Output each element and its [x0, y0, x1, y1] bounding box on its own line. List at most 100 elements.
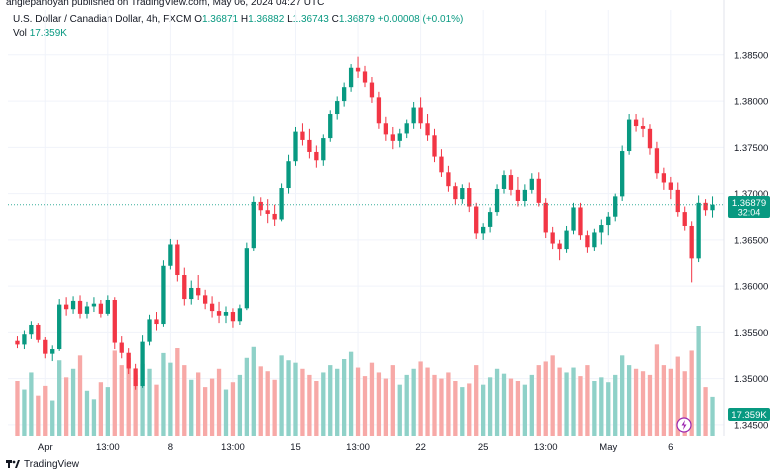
candle-body — [84, 306, 90, 314]
volume-bar — [362, 376, 368, 436]
volume-bar — [661, 365, 667, 436]
candle — [36, 323, 41, 343]
volume-bar — [154, 384, 159, 436]
candle-body — [501, 175, 507, 189]
candle-body — [43, 339, 48, 354]
candle — [216, 301, 222, 324]
volume-bar — [439, 378, 444, 436]
candle — [571, 202, 576, 235]
volume-bar — [328, 365, 333, 436]
volume-bar — [689, 350, 694, 436]
candle-body — [550, 232, 555, 244]
candle-body — [543, 202, 548, 233]
y-tick-label: 1.37500 — [734, 143, 768, 154]
volume-bar — [77, 355, 83, 436]
candle — [175, 239, 180, 282]
volume-bar — [418, 361, 423, 436]
candle-body — [710, 204, 715, 211]
candle — [592, 228, 597, 251]
candle — [487, 207, 493, 233]
volume-bar — [230, 382, 236, 436]
candle — [223, 306, 229, 324]
candle — [98, 299, 104, 318]
vol-label: Vol — [13, 28, 27, 39]
volume-bar — [189, 379, 194, 436]
volume-bar — [369, 362, 375, 436]
volume-bar — [29, 372, 34, 436]
candle-body — [57, 304, 62, 350]
volume-bar — [620, 355, 625, 436]
candle-body — [202, 295, 208, 304]
volume-bar — [675, 356, 680, 436]
candle-body — [279, 188, 284, 220]
volume-badge-value: 17.359K — [731, 410, 767, 421]
candle-body — [50, 349, 55, 354]
candle — [63, 297, 69, 316]
candle — [606, 212, 611, 236]
candle-body — [383, 123, 389, 135]
candle-body — [244, 248, 249, 309]
volume-bar — [209, 378, 215, 436]
volume-bar — [682, 371, 687, 436]
open-label: O — [194, 14, 202, 25]
volume-bar — [606, 382, 611, 436]
volume-bar — [571, 367, 576, 436]
lightning-icon[interactable] — [676, 417, 692, 433]
y-tick-label: 1.36000 — [734, 282, 768, 293]
candle — [633, 114, 639, 132]
volume-bar — [140, 363, 145, 436]
candle — [265, 199, 270, 224]
candle-body — [216, 311, 222, 316]
candle-body — [675, 189, 680, 213]
x-tick-label: May — [599, 442, 617, 453]
vol-value: 17.359K — [29, 28, 67, 39]
candle-body — [22, 334, 27, 345]
candle-body — [529, 178, 534, 190]
volume-bar — [592, 381, 597, 436]
candle — [613, 193, 618, 222]
candle — [390, 126, 395, 150]
candle — [182, 267, 187, 306]
candle-body — [314, 151, 319, 161]
volume-bar — [237, 374, 243, 436]
candle-body — [168, 244, 173, 266]
candle-body — [77, 300, 83, 314]
volume-bar — [57, 360, 62, 436]
candle-body — [70, 300, 76, 310]
candle-body — [209, 303, 215, 312]
volume-bar — [654, 344, 660, 436]
volume-bar — [543, 361, 548, 436]
candle — [133, 363, 138, 390]
candle-body — [571, 207, 576, 231]
volume-bar — [397, 384, 402, 436]
price-badge: 1.36879 32:04 — [728, 196, 770, 218]
candle — [439, 149, 444, 177]
candle — [91, 297, 97, 313]
volume-bar — [133, 374, 138, 436]
candle-body — [307, 139, 312, 152]
candle — [654, 141, 660, 179]
y-axis: 1.38500 1.38000 1.37500 1.37000 1.36500 1.360… — [723, 0, 768, 436]
price-badge-value: 1.36879 — [732, 198, 766, 209]
candle — [710, 196, 715, 218]
y-tick-label: 1.38500 — [734, 50, 768, 61]
candle — [446, 165, 451, 192]
candle-body — [335, 101, 340, 115]
volume-bar — [446, 372, 451, 436]
volume-bar — [258, 366, 263, 436]
volume-bar — [119, 365, 124, 436]
footer-brand: TradingView — [6, 459, 79, 470]
legend-volume: Vol 17.359K — [13, 28, 67, 39]
candle-body — [369, 82, 375, 98]
candle — [432, 128, 437, 163]
candle-body — [15, 340, 20, 345]
x-tick-label: Apr — [38, 442, 53, 453]
x-axis: Apr 13:00 8 13:00 15 13:00 22 25 13:00 May 6 — [38, 442, 674, 453]
volume-bar — [50, 400, 55, 436]
volume-bar — [390, 365, 395, 436]
close-value: 1.36879 — [338, 14, 375, 25]
volume-bar — [432, 374, 437, 436]
volume-bar — [508, 378, 514, 436]
candle — [355, 56, 361, 78]
